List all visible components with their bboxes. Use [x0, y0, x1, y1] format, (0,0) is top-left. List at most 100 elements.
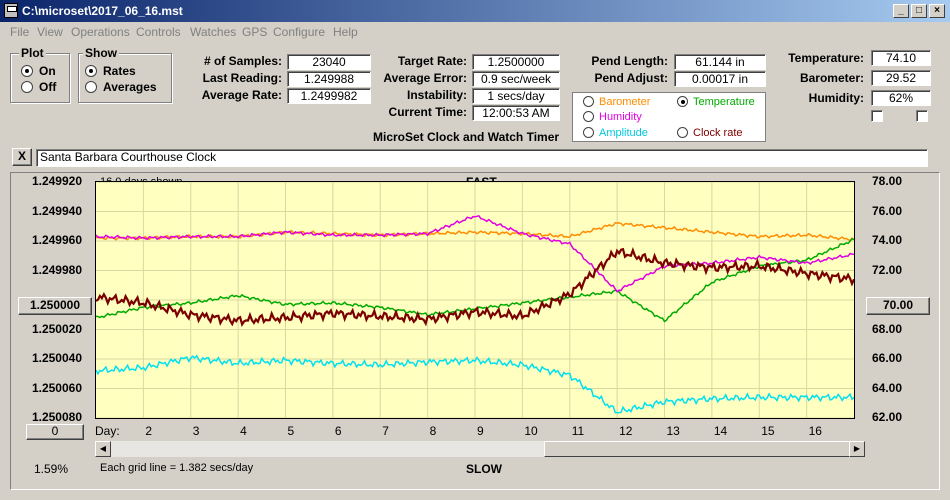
title-bar: C:\microset\2017_06_16.mst _ □ ×: [0, 0, 950, 22]
clock-name-input[interactable]: Santa Barbara Courthouse Clock: [36, 149, 928, 167]
right-axis-tick: 74.00: [872, 233, 903, 247]
right-axis-tick: 64.00: [872, 380, 903, 395]
window-title: C:\microset\2017_06_16.mst: [22, 4, 183, 18]
show-averages-label: Averages: [103, 80, 157, 94]
overlay-humidity-label: Humidity: [599, 111, 642, 123]
plot-group-title: Plot: [19, 46, 46, 60]
radio-unchecked-icon: [583, 96, 594, 107]
day-tick-label: 11: [571, 424, 585, 438]
menu-configure[interactable]: Configure: [273, 25, 326, 39]
chart-panel: [10, 172, 940, 490]
clear-name-button[interactable]: X: [12, 148, 32, 166]
current-time-label: Current Time:: [388, 105, 467, 119]
menu-controls[interactable]: Controls: [136, 25, 181, 39]
average-error-label: Average Error:: [383, 71, 467, 85]
samples-value: 23040: [287, 54, 371, 70]
radio-checked-icon: [85, 65, 97, 77]
minimize-button[interactable]: _: [893, 4, 909, 18]
series-line-clock-rate: [95, 246, 856, 328]
day-tick-label: 10: [524, 424, 538, 438]
radio-unchecked-icon: [85, 81, 97, 93]
scroll-thumb[interactable]: [544, 441, 850, 457]
radio-checked-icon: [677, 96, 688, 107]
overlay-temperature-radio[interactable]: Temperature: [677, 96, 755, 108]
overlay-clock-rate-label: Clock rate: [693, 127, 743, 139]
overlay-amplitude-label: Amplitude: [599, 127, 648, 139]
left-axis-tick: 1.249920: [31, 174, 82, 188]
average-rate-value: 1.2499982: [287, 88, 371, 104]
overlay-barometer-radio[interactable]: Barometer: [583, 96, 650, 108]
series-line-barometer: [95, 221, 855, 242]
overlay-clock-rate-radio[interactable]: Clock rate: [677, 127, 743, 139]
right-axis-tick: 78.00: [872, 174, 903, 188]
overlay-temperature-label: Temperature: [693, 96, 755, 108]
menu-operations[interactable]: Operations: [71, 25, 130, 39]
left-axis-tick: 1.250020: [31, 321, 82, 336]
day-tick-label: 14: [713, 424, 728, 438]
menu-help[interactable]: Help: [333, 25, 358, 39]
menu-file[interactable]: File: [10, 25, 30, 39]
show-averages-radio[interactable]: Averages: [85, 80, 157, 94]
right-axis-tick: 72.00: [872, 262, 903, 277]
plot-area[interactable]: [95, 181, 856, 419]
menu-watches[interactable]: Watches: [190, 25, 237, 39]
menu-view[interactable]: View: [37, 25, 63, 39]
day-tick-label: 4: [240, 424, 247, 438]
target-rate-value: 1.2500000: [472, 54, 560, 70]
menu-bar: File View Operations Controls Watches GP…: [0, 22, 950, 42]
day-tick-label: 13: [666, 424, 680, 438]
scroll-left-arrow-icon[interactable]: ◀: [95, 441, 111, 457]
instability-value: 1 secs/day: [472, 88, 560, 104]
grid-note-label: Each grid line = 1.382 secs/day: [100, 462, 254, 474]
temperature-value: 74.10: [871, 50, 931, 66]
left-checkbox[interactable]: [871, 110, 883, 122]
day-tick-label: 9: [477, 424, 484, 438]
instability-label: Instability:: [406, 88, 467, 102]
right-axis-tick: 66.00: [872, 351, 903, 365]
show-rates-radio[interactable]: Rates: [85, 64, 136, 78]
overlay-humidity-radio[interactable]: Humidity: [583, 111, 642, 123]
plot-off-radio[interactable]: Off: [21, 80, 56, 94]
left-axis-tick: 1.249960: [31, 233, 82, 247]
overlay-amplitude-radio[interactable]: Amplitude: [583, 127, 648, 139]
menu-gps[interactable]: GPS: [242, 25, 268, 39]
plot-on-radio[interactable]: On: [21, 64, 56, 78]
day-tick-label: 8: [429, 424, 437, 438]
temperature-label: Temperature:: [788, 51, 864, 65]
app-subtitle: MicroSet Clock and Watch Timer: [373, 130, 560, 144]
center-rate-button[interactable]: 1.250000: [18, 297, 92, 315]
right-center-button[interactable]: 70.00: [866, 297, 930, 315]
radio-checked-icon: [21, 65, 33, 77]
horizontal-scrollbar[interactable]: ◀ ▶: [95, 441, 865, 457]
radio-unchecked-icon: [583, 127, 594, 138]
scroll-right-arrow-icon[interactable]: ▶: [849, 441, 865, 457]
day-tick-label: 15: [761, 424, 775, 438]
day-tick-label: 6: [334, 424, 342, 438]
pend-adjust-label: Pend Adjust:: [594, 71, 668, 85]
zero-button[interactable]: 0: [26, 424, 84, 440]
pend-length-label: Pend Length:: [591, 54, 668, 68]
left-axis-tick: 1.249940: [31, 203, 82, 218]
humidity-label: Humidity:: [808, 91, 864, 105]
overlay-barometer-label: Barometer: [599, 96, 651, 108]
chart-svg: [95, 181, 856, 419]
close-window-button[interactable]: ×: [929, 4, 945, 18]
day-tick-label: 7: [382, 424, 389, 438]
day-tick-label: 12: [619, 424, 633, 438]
humidity-value: 62%: [871, 90, 931, 106]
left-axis-tick: 1.250080: [31, 410, 82, 424]
radio-unchecked-icon: [677, 127, 688, 138]
left-axis-tick: 1.250060: [31, 380, 82, 395]
show-rates-label: Rates: [103, 64, 136, 78]
pend-adjust-value: 0.00017 in: [674, 71, 766, 87]
radio-unchecked-icon: [21, 81, 33, 93]
right-axis-tick: 62.00: [872, 410, 903, 424]
right-checkbox[interactable]: [916, 110, 928, 122]
slow-label: SLOW: [466, 462, 502, 476]
left-axis-tick: 1.250040: [31, 351, 82, 365]
barometer-value: 29.52: [871, 70, 931, 86]
overlay-selector: Barometer Temperature Humidity Amplitude…: [572, 92, 766, 142]
day-tick-label: 3: [192, 424, 200, 438]
maximize-button[interactable]: □: [911, 4, 927, 18]
plot-on-label: On: [39, 64, 56, 78]
